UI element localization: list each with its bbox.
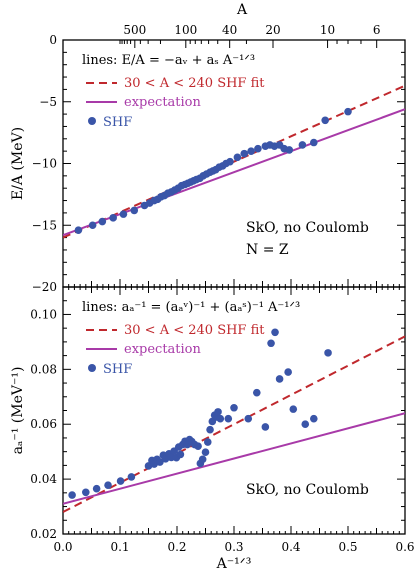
x-axis-title: A⁻¹ᐟ³ [216,556,252,572]
y-tick-label: 0.06 [30,417,57,431]
panel-energy: 0 −5 −10 −15 −20 500 100 40 20 10 6 A E/A (MeV) lines… [10,2,406,294]
shf-point [214,408,222,416]
top-axis-label: 20 [265,23,280,37]
shf-point [247,147,255,155]
shf-point [98,217,107,226]
x-tick-label: 0.6 [395,540,414,554]
shf-point [127,473,136,481]
y-tick-label: 0.02 [30,527,57,541]
y-tick-label: −5 [39,95,57,109]
top-axis-title: A [236,2,248,18]
shf-point [82,488,90,497]
legend-title: lines: E/A = −aᵥ + aₛ A⁻¹ᐟ³ [82,53,255,68]
legend-shf-swatch [88,117,96,125]
legend-expectation-label: expectation [124,342,202,357]
x-tick-label: 0.4 [281,540,300,554]
shf-point [233,153,242,162]
shf-point [109,214,117,222]
x-tick-label: 0.1 [110,540,129,554]
top-axis-label: 10 [320,23,335,37]
annotation-text: N = Z [246,242,289,258]
x-tick-label: 0.2 [167,540,186,554]
x-tick-label: 0.5 [338,540,357,554]
shf-point [275,375,284,383]
shf-point [130,206,139,215]
shf-point [144,462,153,470]
shf-point [194,442,202,450]
y-axis-title: aₐ⁻¹ (MeV⁻¹) [10,367,26,455]
y-tick-label: −15 [32,218,57,232]
shf-point [324,349,332,357]
y-tick-label: 0.10 [30,307,57,321]
shf-point [244,414,253,423]
shf-point [203,438,212,446]
shf-point [104,481,112,489]
shf-point [310,138,318,147]
shf-point [92,484,101,493]
shf-point [285,146,294,154]
shf-point [344,107,352,116]
shf-point [226,157,234,166]
legend-fit-label: 30 < A < 240 SHF fit [124,76,265,91]
x-tick-label: 0.3 [224,540,243,554]
panel-level-density: 0.02 0.04 0.06 0.08 0.10 0.0 0.1 0.2 0.3 0.4 0.5 0.… [10,286,415,572]
annotation-text: SkO, no Coulomb [246,220,369,236]
legend-shf-label: SHF [103,362,132,377]
shf-point [267,339,275,348]
fit-line [63,84,405,239]
shf-point [298,141,307,149]
x-tick-label: 0.0 [53,540,72,554]
shf-point [216,414,225,423]
shf-point [271,328,279,337]
legend-shf-label: SHF [103,115,132,130]
y-tick-label: −20 [32,280,57,294]
shf-point [176,450,185,459]
legend-fit-label: 30 < A < 240 SHF fit [124,323,265,338]
shf-point [321,116,330,125]
shf-point [284,368,292,376]
legend-expectation-label: expectation [124,95,202,110]
top-axis-label: 40 [222,23,237,37]
shf-point [224,414,233,423]
shf-point [240,149,249,158]
annotation-text: SkO, no Coulomb [246,482,369,498]
shf-point [201,448,210,457]
legend-title: lines: aₐ⁻¹ = (aₐᵛ)⁻¹ + (aₐˢ)⁻¹ A⁻¹ᐟ³ [82,300,300,315]
y-tick-label: 0.08 [30,362,57,376]
top-axis-label: 6 [373,23,381,37]
shf-point [206,425,214,434]
top-axis-label: 100 [174,23,197,37]
shf-point [156,458,164,466]
shf-point [301,420,310,429]
shf-point [230,403,238,412]
shf-point [289,405,298,413]
y-axis-title: E/A (MeV) [10,127,26,200]
shf-point [119,210,128,218]
shf-point [310,414,318,423]
y-tick-label: 0 [49,33,57,47]
expectation-line [63,412,405,505]
shf-point [68,491,76,499]
y-tick-label: −10 [32,157,57,171]
y-tick-label: 0.04 [30,472,57,486]
shf-point [261,423,270,431]
shf-point [74,226,83,234]
shf-point [116,477,125,485]
top-axis-label: 500 [123,23,146,37]
legend-shf-swatch [88,364,96,372]
shf-point [254,144,262,153]
shf-point [252,388,261,397]
shf-point [88,221,97,230]
shf-point [198,455,207,464]
